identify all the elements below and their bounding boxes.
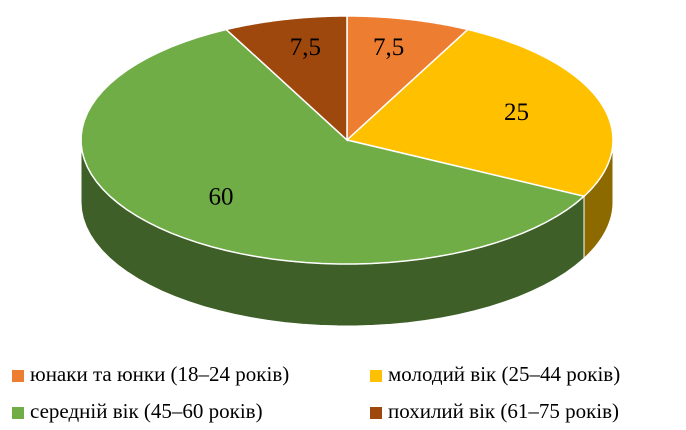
legend-swatch bbox=[370, 370, 382, 382]
legend-swatch bbox=[12, 370, 24, 382]
pie-slice bbox=[224, 15, 348, 142]
legend-swatch bbox=[12, 407, 24, 419]
data-label: 25 bbox=[504, 99, 529, 126]
data-label: 7,5 bbox=[290, 34, 321, 61]
data-label: 7,5 bbox=[373, 34, 404, 61]
legend-label: похилий вік (61–75 років) bbox=[388, 399, 619, 423]
pie-slice bbox=[345, 28, 614, 198]
legend-label: середній вік (45–60 років) bbox=[30, 399, 263, 423]
legend-label: юнаки та юнки (18–24 років) bbox=[30, 362, 289, 386]
data-label: 60 bbox=[208, 183, 233, 210]
pie-slice bbox=[80, 28, 586, 265]
legend-swatch bbox=[370, 407, 382, 419]
legend-label: молодий вік (25–44 років) bbox=[388, 362, 620, 386]
pie-slice bbox=[346, 15, 470, 142]
